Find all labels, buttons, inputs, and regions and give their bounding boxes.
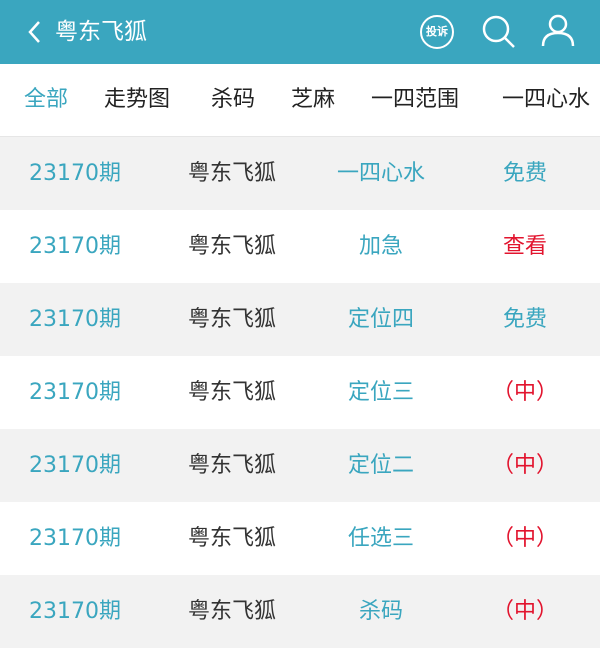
issue-cell: 23170期 [29,307,121,332]
issue-cell: 23170期 [29,526,121,551]
search-handle [504,37,515,48]
name-cell: 粤东飞狐 [187,526,276,551]
issue-cell: 23170期 [29,161,121,186]
tab[interactable]: 一四范围 [371,87,460,112]
table-row[interactable]: 23170期 粤东飞狐 加急 查看 [0,210,600,283]
name-cell: 粤东飞狐 [187,599,276,624]
name-cell: 粤东飞狐 [187,161,276,186]
category-cell: 定位三 [347,380,414,405]
name-cell: 粤东飞狐 [187,453,276,478]
tab[interactable]: 一四心水 [502,87,591,112]
user-icon[interactable] [548,14,568,34]
tab[interactable]: 走势图 [104,87,171,112]
tab[interactable]: 芝麻 [291,87,336,112]
title: 粤东飞狐 [55,19,147,45]
table-row[interactable]: 23170期 粤东飞狐 一四心水 免费 [0,137,600,210]
category-cell: 定位四 [347,307,414,332]
status-cell: （中） [491,526,558,551]
table-row[interactable]: 23170期 粤东飞狐 定位二 （中） [0,429,600,502]
search-icon[interactable] [482,15,510,43]
name-cell: 粤东飞狐 [187,307,276,332]
complaint-icon[interactable] [420,15,454,49]
table: 23170期 粤东飞狐 一四心水 免费 23170期 粤东飞狐 加急 查看 23170期 粤东飞狐… [0,137,600,648]
category-cell: 一四心水 [336,161,425,186]
category-cell: 杀码 [358,599,403,624]
issue-cell: 23170期 [29,380,121,405]
issue-cell: 23170期 [29,599,121,624]
name-cell: 粤东飞狐 [187,234,276,259]
status-cell: 免费 [502,307,547,332]
category-cell: 加急 [358,234,403,259]
status-cell: （中） [491,599,558,624]
table-row[interactable]: 23170期 粤东飞狐 杀码 （中） [0,575,600,648]
status-cell: （中） [491,380,558,405]
user-body [541,31,575,47]
issue-cell: 23170期 [29,453,121,478]
table-row[interactable]: 23170期 粤东飞狐 任选三 （中） [0,502,600,575]
status-cell: 查看 [502,234,547,259]
status-cell: （中） [491,453,558,478]
complaint-label[interactable]: 投诉 [426,25,448,38]
header: 粤东飞狐 投诉 [0,0,600,64]
tab-bar: 全部 走势图 杀码 芝麻 一四范围 一四心水 [0,64,600,137]
tab[interactable]: 杀码 [211,87,256,112]
back-icon[interactable] [28,21,40,43]
status-cell: 免费 [502,161,547,186]
table-row[interactable]: 23170期 粤东飞狐 定位四 免费 [0,283,600,356]
category-cell: 定位二 [347,453,414,478]
name-cell: 粤东飞狐 [187,380,276,405]
table-row[interactable]: 23170期 粤东飞狐 定位三 （中） [0,356,600,429]
issue-cell: 23170期 [29,234,121,259]
tab[interactable]: 全部 [24,87,69,112]
category-cell: 任选三 [347,526,414,551]
header-icons [28,14,575,49]
